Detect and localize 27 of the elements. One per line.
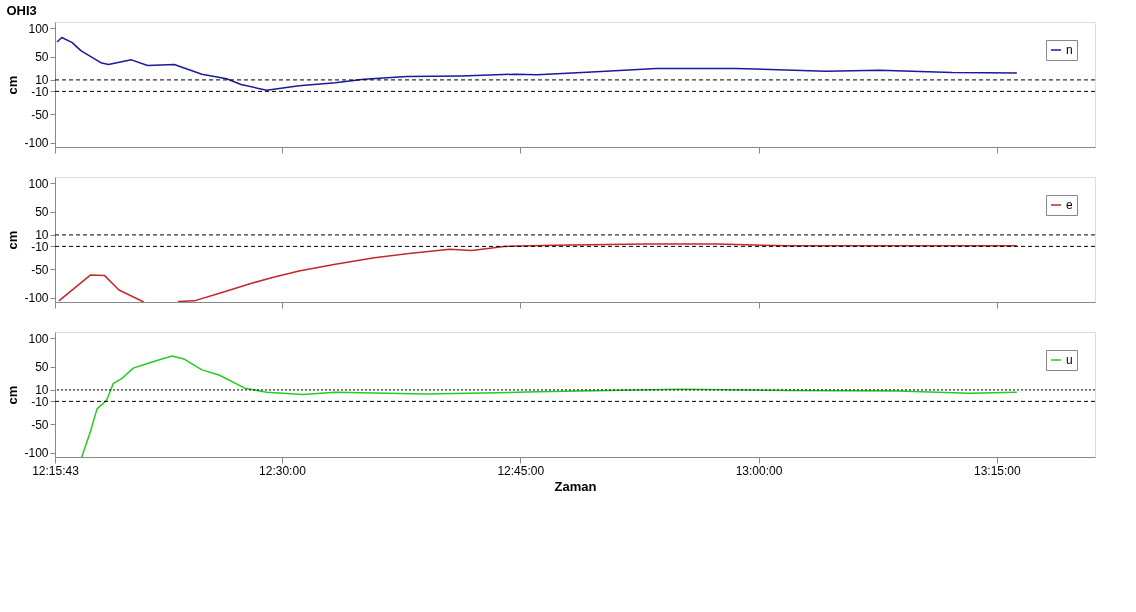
y-axis-title: cm	[5, 230, 21, 250]
y-tick-label: -100	[24, 446, 49, 461]
x-tick-label: 13:15:00	[973, 463, 1021, 478]
y-axis-title: cm	[5, 75, 21, 95]
line-series	[81, 355, 1018, 457]
y-tick-label: 50	[35, 360, 49, 375]
y-tick-label: -50	[31, 262, 49, 277]
y-tick-label: -100	[24, 136, 49, 151]
y-tick-label: 100	[28, 176, 49, 191]
x-axis-title: Zaman	[554, 478, 597, 494]
line-series	[56, 36, 1018, 91]
y-tick-label: 50	[35, 50, 49, 65]
y-tick-label: -50	[31, 417, 49, 432]
y-tick-label: 100	[28, 21, 49, 36]
legend-label: u	[1066, 353, 1073, 367]
x-tick-label: 12:15:43	[32, 463, 80, 478]
y-tick-label: -100	[24, 291, 49, 306]
y-tick-label: -50	[31, 107, 49, 122]
y-tick-label: 50	[35, 205, 49, 220]
x-tick-label: 12:30:00	[259, 463, 307, 478]
x-tick-label: 12:45:00	[497, 463, 545, 478]
x-tick-label: 13:00:00	[735, 463, 783, 478]
legend-label: n	[1066, 43, 1073, 57]
y-axis-title: cm	[5, 385, 21, 405]
y-tick-label: 100	[28, 331, 49, 346]
legend-label: e	[1066, 198, 1073, 212]
chart-title: OHI3	[6, 2, 37, 18]
